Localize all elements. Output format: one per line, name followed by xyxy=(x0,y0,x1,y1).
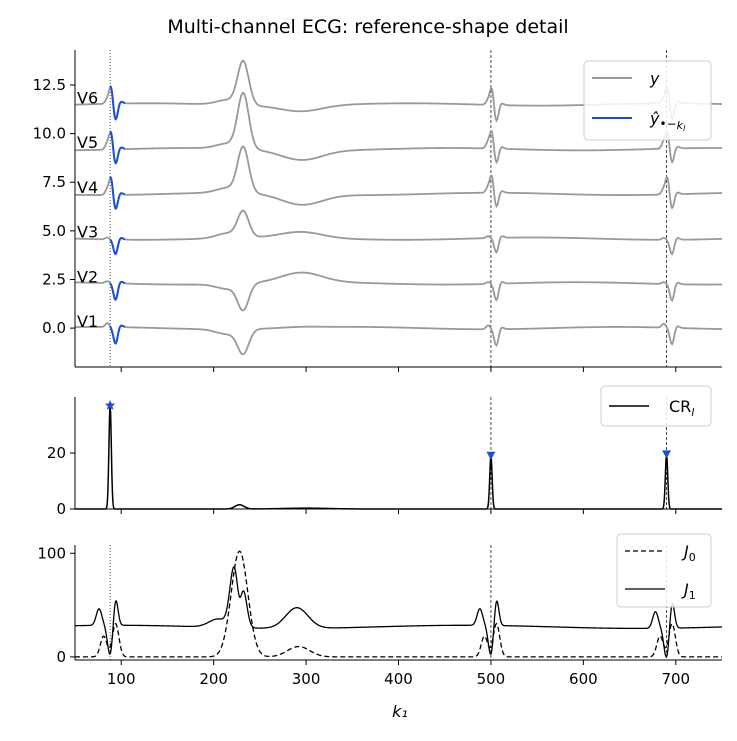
cr-y-tick-label: 0 xyxy=(56,500,66,518)
cost-y-tick-label: 0 xyxy=(56,648,66,666)
cost-legend-box xyxy=(616,533,712,608)
cost-panel: 0 100 100 200 300 400 500 600 700 J0 J1 k₁ xyxy=(37,533,723,721)
cost-x-tick-label: 500 xyxy=(477,670,506,688)
ecg-y-tick-label: 5.0 xyxy=(42,222,66,240)
chart-title: Multi-channel ECG: reference-shape detai… xyxy=(167,16,568,38)
j0-line xyxy=(75,550,722,658)
channel-label-V2: V2 xyxy=(77,267,98,286)
cost-series xyxy=(74,550,723,658)
legend-signal-label: y xyxy=(649,69,660,88)
cost-x-tick-label: 300 xyxy=(292,670,321,688)
recon-channel-V6 xyxy=(109,85,126,121)
recon-channel-V3 xyxy=(109,237,126,256)
ecg-y-tick-label: 0.0 xyxy=(42,319,66,337)
cost-x-tick-label: 100 xyxy=(107,670,136,688)
cost-x-tick-label: 700 xyxy=(661,670,690,688)
ecg-channel-V1 xyxy=(74,322,723,356)
channel-label-V3: V3 xyxy=(77,223,98,242)
ecg-legend: y ŷ•−kl xyxy=(583,60,712,141)
ecg-channel-V4 xyxy=(74,145,723,211)
ecg-channel-V5 xyxy=(74,91,722,165)
ecg-axes: 0.0 2.5 5.0 7.5 10.0 12.5 xyxy=(33,50,722,372)
channel-label-V6: V6 xyxy=(77,88,98,107)
channel-label-V1: V1 xyxy=(77,312,98,331)
cost-y-tick-label: 100 xyxy=(37,544,66,562)
ecg-signals xyxy=(74,59,723,356)
cr-peak-markers xyxy=(104,399,672,460)
legend-recon-label: ŷ•−kl xyxy=(649,109,686,133)
cr-legend: CRl xyxy=(600,385,712,427)
ecg-y-tick-label: 7.5 xyxy=(42,173,66,191)
recon-channel-V4 xyxy=(109,176,126,210)
ecg-legend-box xyxy=(583,60,712,141)
cr-axes: 0 20 xyxy=(47,397,722,518)
ecg-reconstruction xyxy=(109,85,126,345)
cost-event-lines xyxy=(109,545,667,660)
recon-channel-V1 xyxy=(109,324,126,345)
x-axis-label: k₁ xyxy=(392,702,408,721)
cost-legend: J0 J1 xyxy=(616,533,712,608)
cr-y-tick-label: 20 xyxy=(47,444,66,462)
cr-panel: 0 20 CRl xyxy=(47,385,722,518)
recon-channel-V5 xyxy=(109,130,126,165)
ecg-y-tick-label: 10.0 xyxy=(33,125,66,143)
channel-label-V4: V4 xyxy=(77,178,98,197)
cost-x-tick-label: 200 xyxy=(199,670,228,688)
cr-peak-triangle xyxy=(486,451,496,460)
j1-line xyxy=(74,566,723,658)
ecg-panel: V1 V2 V3 V4 V5 V6 0.0 2.5 5.0 7.5 10.0 12.5 y ŷ•−k… xyxy=(33,50,723,372)
ecg-y-tick-label: 2.5 xyxy=(42,270,66,288)
ecg-channel-labels: V1 V2 V3 V4 V5 V6 xyxy=(77,88,98,331)
cr-peak-triangle xyxy=(662,450,672,459)
ecg-event-lines xyxy=(109,50,667,367)
channel-label-V5: V5 xyxy=(77,133,98,152)
cr-legend-box xyxy=(600,385,712,427)
cost-x-tick-label: 400 xyxy=(384,670,413,688)
recon-channel-V2 xyxy=(109,280,126,301)
cost-axes: 0 100 100 200 300 400 500 600 700 xyxy=(37,544,722,688)
ecg-y-tick-label: 12.5 xyxy=(33,76,66,94)
cost-x-tick-label: 600 xyxy=(569,670,598,688)
cr-peak-star xyxy=(104,399,116,410)
ecg-channel-V3 xyxy=(74,209,723,256)
ecg-channel-V2 xyxy=(74,271,723,312)
legend-cr-label: CRl xyxy=(669,397,694,419)
